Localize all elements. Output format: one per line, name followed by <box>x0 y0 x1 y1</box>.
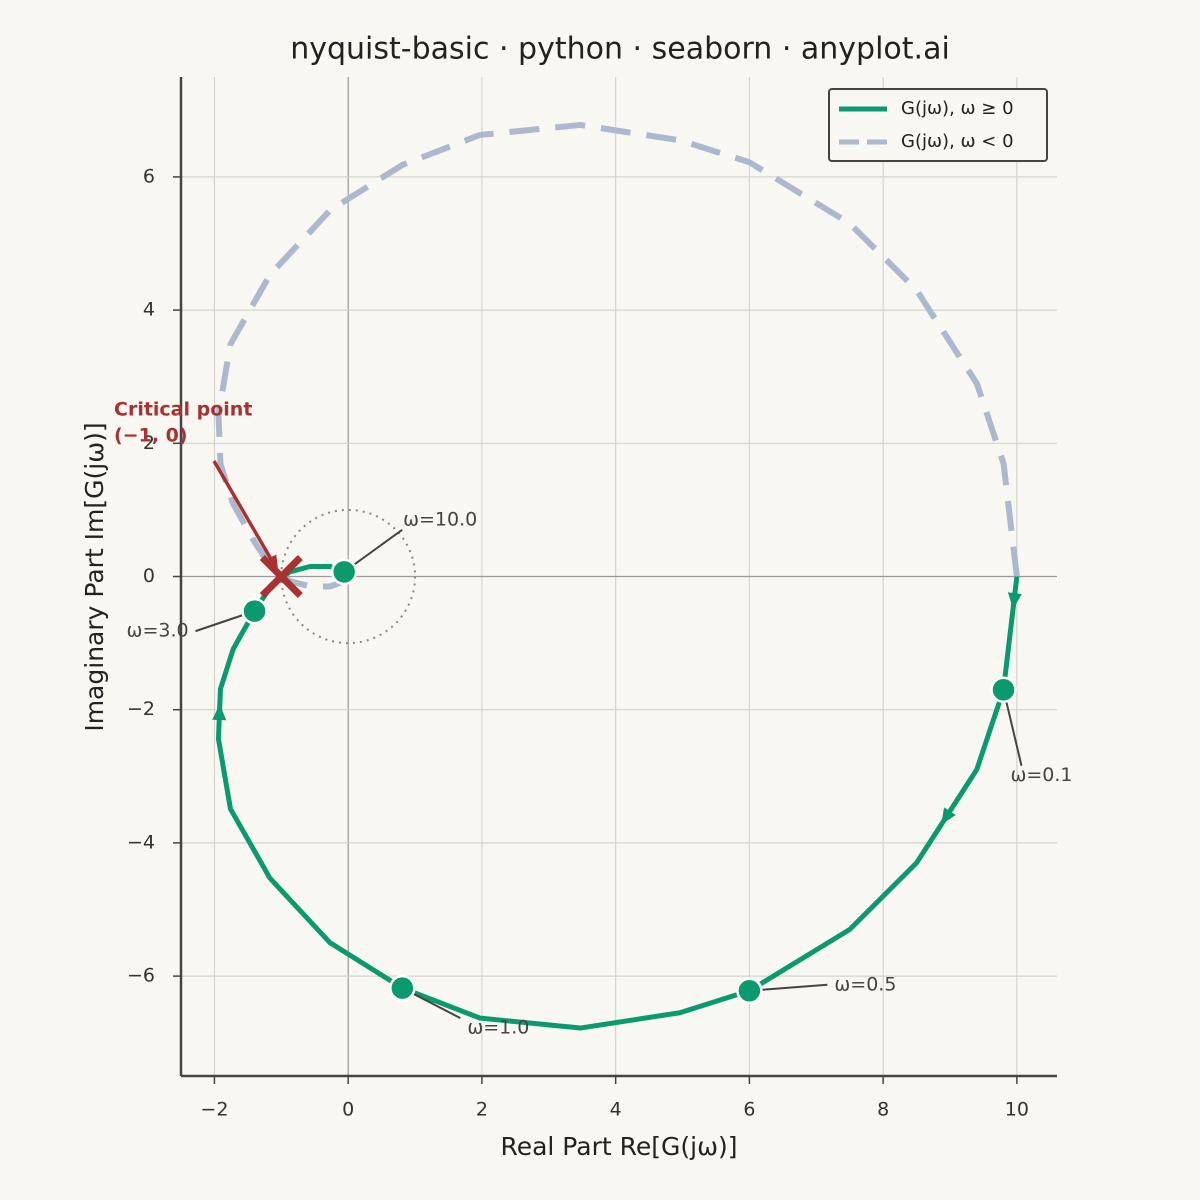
y-tick-label: −4 <box>127 831 155 853</box>
legend-label: G(jω), ω ≥ 0 <box>901 98 1014 119</box>
x-tick-label: −2 <box>200 1099 228 1121</box>
legend-label: G(jω), ω < 0 <box>901 131 1014 152</box>
frequency-label: ω=3.0 <box>127 620 189 642</box>
frequency-marker <box>241 597 268 625</box>
x-tick-label: 6 <box>743 1099 755 1121</box>
x-tick-label: 4 <box>610 1099 622 1121</box>
y-tick-label: −6 <box>127 965 155 987</box>
direction-arrow <box>212 704 227 721</box>
frequency-label: ω=1.0 <box>467 1017 529 1039</box>
y-axis-label: Imaginary Part Im[G(jω)] <box>80 422 109 731</box>
x-axis-label: Real Part Re[G(jω)] <box>500 1132 737 1161</box>
x-tick-label: 0 <box>342 1099 354 1121</box>
frequency-label: ω=0.5 <box>834 973 896 995</box>
y-tick-label: 0 <box>143 565 155 587</box>
y-tick-label: −2 <box>127 698 155 720</box>
direction-arrow <box>1007 592 1022 610</box>
annotation-arrow <box>212 460 277 568</box>
x-tick-label: 2 <box>476 1099 488 1121</box>
critical-point-label: Critical point <box>114 399 252 421</box>
frequency-marker <box>389 974 416 1002</box>
frequency-label: ω=0.1 <box>1010 764 1072 786</box>
y-tick-label: 2 <box>143 432 155 454</box>
frequency-marker <box>330 558 358 586</box>
unit-circle <box>280 508 417 645</box>
y-tick-label: 6 <box>143 165 155 187</box>
frequency-label: ω=10.0 <box>403 508 477 530</box>
x-tick-label: 8 <box>877 1099 889 1121</box>
frequency-marker <box>990 676 1017 703</box>
critical-point-marker <box>259 555 303 598</box>
x-tick-label: 10 <box>1005 1099 1029 1121</box>
chart-title: nyquist-basic · python · seaborn · anypl… <box>290 32 950 67</box>
critical-point-label: (−1, 0) <box>114 425 188 447</box>
direction-arrow <box>941 807 956 825</box>
y-tick-label: 4 <box>143 299 155 321</box>
frequency-marker <box>736 977 763 1005</box>
